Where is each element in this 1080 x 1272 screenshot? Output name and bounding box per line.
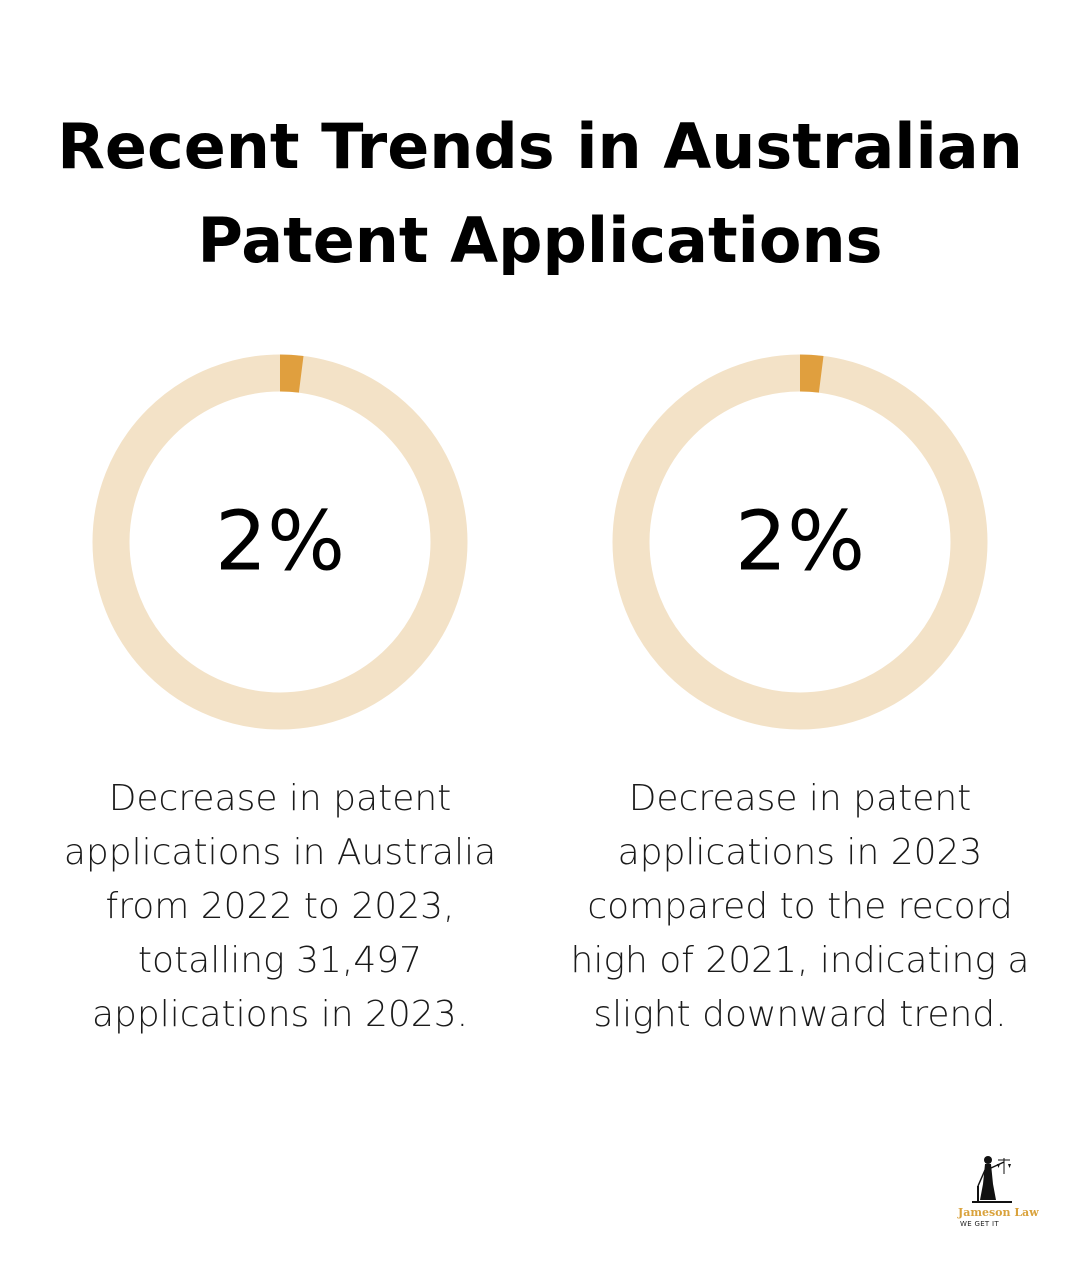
donut-segment (279, 354, 304, 393)
stat-card-2: 2% Decrease in patent applications in 20… (540, 352, 1060, 1042)
logo-tagline: WE GET IT (960, 1220, 999, 1228)
title-line-1: Recent Trends in Australian (57, 110, 1023, 183)
donut-center-label: 2% (215, 495, 345, 590)
title-line-2: Patent Applications (197, 204, 883, 277)
logo-name: Jameson Law (958, 1206, 1039, 1219)
donut-center-label: 2% (735, 495, 865, 590)
logo: Jameson Law WE GET IT (952, 1150, 1042, 1234)
donut-chart-2: 2% (612, 354, 988, 730)
donut-segment (799, 354, 824, 393)
stat-description-2: Decrease in patent applications in 2023 … (570, 778, 1030, 1035)
page-title: Recent Trends in Australian Patent Appli… (0, 100, 1080, 288)
stat-card-1: 2% Decrease in patent applications in Au… (20, 352, 540, 1042)
donut-chart-1: 2% (92, 354, 468, 730)
stat-description-1: Decrease in patent applications in Austr… (63, 778, 497, 1035)
scales-of-justice-icon (972, 1156, 1012, 1203)
